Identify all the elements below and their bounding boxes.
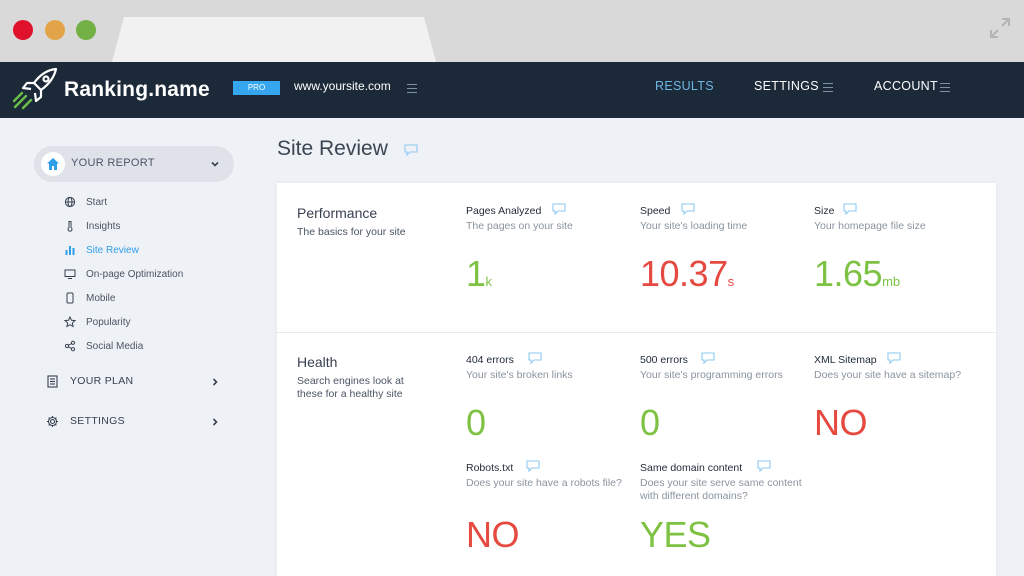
share-icon	[64, 340, 76, 352]
comment-bubble-icon[interactable]	[526, 460, 540, 472]
your-report-toggle[interactable]: YOUR REPORT	[34, 146, 234, 182]
top-navigation-bar: Ranking.name PRO www.yoursite.com RESULT…	[0, 62, 1024, 118]
chevron-right-icon[interactable]	[209, 376, 221, 388]
sidebar-item-label: Start	[86, 196, 108, 208]
mobile-icon	[66, 292, 74, 304]
nav-settings[interactable]: SETTINGS	[754, 79, 819, 93]
health-subtitle: Search engines look at these for a healt…	[297, 375, 404, 400]
metric-value: NO	[814, 402, 868, 443]
comment-bubble-icon[interactable]	[757, 460, 771, 472]
metric-title: Pages Analyzed	[466, 205, 542, 217]
metric-subtitle: Your site's loading time	[640, 220, 748, 232]
chevron-right-icon[interactable]	[209, 416, 221, 428]
performance-subtitle: The basics for your site	[297, 226, 406, 238]
sidebar-item-label: On-page Optimization	[86, 268, 184, 280]
minimize-window-button[interactable]	[45, 20, 65, 40]
sidebar-item-label: Site Review	[86, 244, 139, 256]
star-icon	[64, 316, 76, 328]
comment-bubble-icon[interactable]	[528, 352, 542, 364]
metric-subtitle: Does your site serve same content with d…	[640, 477, 802, 502]
metric-title: Robots.txt	[466, 462, 514, 474]
nav-account[interactable]: ACCOUNT	[874, 79, 938, 93]
brand-name[interactable]: Ranking.name	[64, 78, 210, 101]
sidebar-item-label: Insights	[86, 220, 121, 232]
metric-subtitle: Your site's broken links	[466, 369, 573, 381]
thermometer-icon	[67, 221, 73, 232]
globe-icon	[64, 196, 76, 208]
sidebar-your-plan[interactable]: YOUR PLAN	[46, 373, 133, 389]
metric-title: XML Sitemap	[814, 354, 877, 366]
section-divider	[277, 332, 996, 333]
rocket-logo-icon	[12, 67, 58, 110]
metric-subtitle: Does your site have a sitemap?	[814, 369, 962, 381]
gear-icon	[47, 415, 58, 427]
close-window-button[interactable]	[13, 20, 33, 40]
comment-bubble-icon[interactable]	[404, 144, 418, 156]
metric-title: Size	[814, 205, 835, 217]
site-menu-icon[interactable]	[407, 84, 417, 93]
sidebar-item-insights[interactable]: Insights	[64, 219, 120, 233]
metric-value: 0	[640, 402, 660, 443]
site-url[interactable]: www.yoursite.com	[294, 79, 391, 93]
sidebar-item-label: Mobile	[86, 292, 116, 304]
metric-title: 500 errors	[640, 354, 688, 366]
metric-title: Speed	[640, 205, 671, 217]
metric-title: 404 errors	[466, 354, 514, 366]
metric-subtitle: The pages on your site	[466, 220, 573, 232]
comment-bubble-icon[interactable]	[701, 352, 715, 364]
settings-label: SETTINGS	[70, 415, 125, 427]
sidebar-item-site-review[interactable]: Site Review	[64, 243, 139, 257]
sidebar-item-social-media[interactable]: Social Media	[64, 339, 143, 353]
bar-chart-icon	[65, 246, 75, 255]
metric-value: 1k	[466, 253, 493, 294]
performance-title: Performance	[297, 205, 378, 221]
home-icon	[47, 158, 59, 170]
account-menu-icon[interactable]	[940, 83, 950, 92]
metric-value: 0	[466, 402, 486, 443]
page-title: Site Review	[277, 137, 388, 160]
comment-bubble-icon[interactable]	[843, 203, 857, 215]
metric-subtitle: Your homepage file size	[814, 220, 926, 232]
main-area: YOUR REPORT Start Insights Site Review O…	[0, 118, 1024, 576]
comment-bubble-icon[interactable]	[887, 352, 901, 364]
comment-bubble-icon[interactable]	[681, 203, 695, 215]
metric-value: YES	[640, 514, 711, 555]
metric-title: Same domain content	[640, 462, 743, 474]
your-report-label: YOUR REPORT	[71, 157, 155, 169]
pro-badge: PRO	[233, 81, 280, 95]
sidebar-item-label: Social Media	[86, 340, 144, 352]
sidebar-item-label: Popularity	[86, 316, 131, 328]
sidebar-item-mobile[interactable]: Mobile	[64, 291, 115, 305]
your-plan-label: YOUR PLAN	[70, 375, 134, 387]
sidebar-item-start[interactable]: Start	[64, 195, 107, 209]
browser-chrome	[0, 0, 1024, 62]
browser-tab[interactable]	[112, 17, 436, 62]
health-title: Health	[297, 354, 338, 370]
sidebar-item-on-page-optimization[interactable]: On-page Optimization	[64, 267, 183, 281]
site-review-card: Performance The basics for your site Pag…	[277, 183, 996, 576]
nav-results[interactable]: RESULTS	[655, 79, 714, 93]
sidebar-settings[interactable]: SETTINGS	[46, 413, 125, 429]
maximize-window-button[interactable]	[76, 20, 96, 40]
sidebar-item-popularity[interactable]: Popularity	[64, 315, 130, 329]
metric-subtitle: Your site's programming errors	[640, 369, 783, 381]
expand-icon[interactable]	[988, 16, 1012, 40]
comment-bubble-icon[interactable]	[552, 203, 566, 215]
document-icon	[47, 374, 58, 388]
metric-value: 1.65mb	[814, 253, 901, 294]
chevron-down-icon	[211, 161, 219, 167]
metric-value: 10.37s	[640, 253, 735, 294]
metric-subtitle: Does your site have a robots file?	[466, 477, 622, 489]
home-icon-badge	[41, 152, 65, 176]
metric-value: NO	[466, 514, 520, 555]
monitor-icon	[64, 269, 76, 279]
settings-menu-icon[interactable]	[823, 83, 833, 92]
